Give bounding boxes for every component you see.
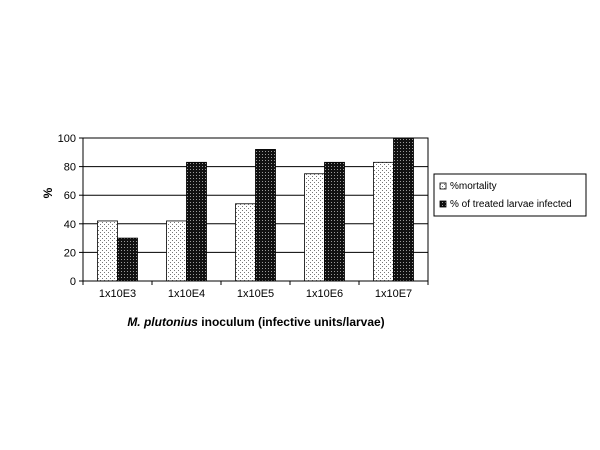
bar-mortality: [166, 220, 187, 282]
bars: [97, 137, 414, 282]
y-tick-label: 0: [70, 276, 76, 288]
bar-mortality: [373, 161, 394, 282]
legend-swatch-mortality: [439, 182, 447, 190]
y-tick-labels: 0 20 40 60 80 100: [58, 133, 76, 288]
y-tick-label: 40: [64, 219, 76, 231]
x-tick-label: 1x10E3: [99, 288, 136, 300]
x-axis-title-italic: M. plutonius: [127, 315, 198, 329]
bar-infected: [324, 161, 345, 282]
y-tick-label: 20: [64, 247, 76, 259]
legend-label-mortality: %mortality: [450, 181, 497, 192]
x-tick-label: 1x10E6: [306, 288, 343, 300]
y-tick-label: 60: [64, 190, 76, 202]
x-axis-title-rest: inoculum (infective units/larvae): [198, 315, 385, 329]
x-tick-label: 1x10E5: [237, 288, 274, 300]
bar-infected: [255, 149, 276, 282]
x-tick-label: 1x10E4: [168, 288, 205, 300]
bar-mortality: [235, 203, 256, 282]
legend-box: [433, 173, 587, 217]
bar-infected: [393, 137, 414, 282]
x-axis-title: M. plutonius inoculum (infective units/l…: [127, 315, 384, 329]
legend-label-infected: % of treated larvae infected: [450, 199, 572, 210]
bar-infected: [117, 237, 138, 282]
y-axis-title: %: [41, 187, 55, 198]
legend: %mortality % of treated larvae infected: [433, 173, 587, 217]
y-tick-label: 100: [58, 133, 76, 145]
bar-infected: [186, 161, 207, 282]
bar-mortality: [97, 220, 118, 282]
bar-mortality: [304, 173, 325, 282]
axes: [79, 137, 429, 285]
y-tick-label: 80: [64, 162, 76, 174]
x-tick-labels: 1x10E3 1x10E4 1x10E5 1x10E6 1x10E7: [99, 288, 412, 300]
legend-swatch-infected: [439, 200, 447, 208]
x-tick-label: 1x10E7: [375, 288, 412, 300]
